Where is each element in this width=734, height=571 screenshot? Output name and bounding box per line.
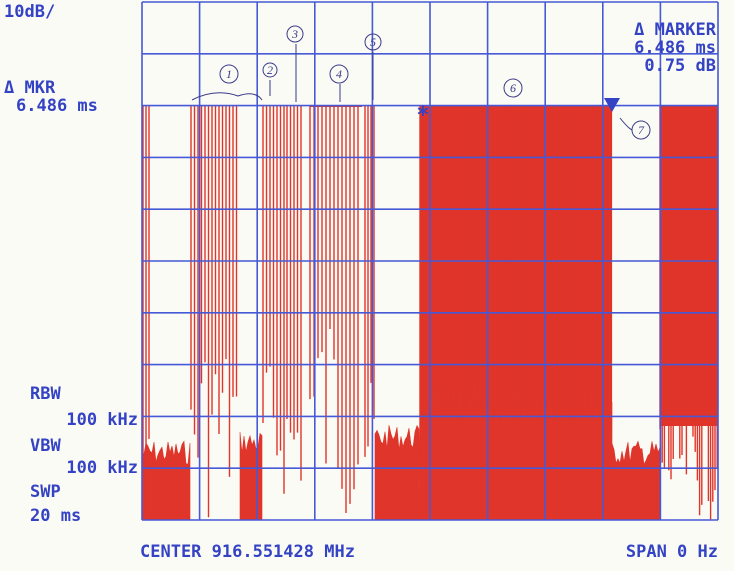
annotation: 7: [638, 123, 645, 137]
rbw-label: RBW: [30, 384, 61, 404]
swp: 20 ms: [30, 506, 81, 526]
annotation: 4: [336, 67, 342, 81]
annotation: 2: [267, 63, 273, 77]
noise: [374, 424, 421, 521]
swp-label: SWP: [30, 482, 61, 502]
marker-value: 6.486 ms: [16, 96, 98, 116]
span: SPAN 0 Hz: [626, 542, 718, 562]
marker-label: Δ MKR: [4, 78, 56, 98]
scale: 10dB/: [4, 2, 55, 22]
noise: [611, 440, 661, 521]
vbw: 100 kHz: [66, 458, 138, 478]
marker-triangle: [604, 98, 620, 112]
vbw-label: VBW: [30, 436, 61, 456]
rbw: 100 kHz: [66, 410, 138, 430]
center-freq: CENTER 916.551428 MHz: [140, 542, 355, 562]
graticule: [141, 1, 719, 521]
annotation: 6: [510, 81, 516, 95]
annotation: 5: [370, 35, 376, 49]
delta-marker-title: Δ MARKER: [634, 20, 717, 40]
signal-trace: [141, 105, 718, 521]
annotation: 1: [226, 67, 232, 81]
delta-marker-time: 6.486 ms: [634, 38, 716, 58]
noise: [239, 431, 263, 521]
marker-star: *: [416, 103, 429, 128]
delta-marker-level: 0.75 dB: [644, 56, 716, 76]
annotation-marks: [191, 25, 651, 140]
noise: [141, 440, 191, 521]
noise: [419, 400, 613, 521]
annotation: 3: [291, 27, 298, 41]
